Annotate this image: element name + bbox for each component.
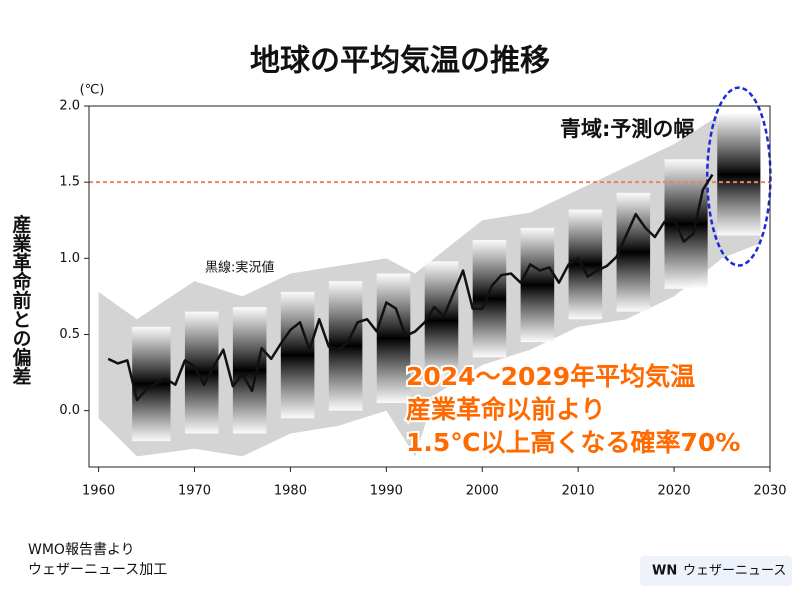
x-tick-label: 1980: [274, 484, 307, 499]
hindcast-band: [568, 209, 603, 320]
x-tick-label: 1970: [178, 484, 211, 499]
hindcast-band: [280, 291, 315, 419]
x-tick-label: 2000: [466, 484, 499, 499]
x-tick-label: 2020: [658, 484, 691, 499]
chart-title: 地球の平均気温の推移: [250, 44, 550, 79]
highlight-text: 1.5℃以上高くなる確率70%: [406, 428, 740, 457]
highlight-text: 2024〜2029年平均気温: [406, 362, 695, 391]
y-tick-label: 0.0: [59, 403, 80, 418]
plot-frame: [88, 105, 771, 468]
y-tick-label: 2.0: [59, 99, 80, 114]
hindcast-band: [472, 240, 507, 358]
hindcast-band: [132, 326, 171, 442]
source: WMO報告書より: [28, 542, 135, 558]
observed-label: 黒線:実況値: [205, 260, 274, 276]
x-tick-label: 1990: [370, 484, 403, 499]
observed-line: [107, 173, 714, 402]
logo-box: [640, 556, 792, 586]
y-tick-label: 1.0: [59, 251, 80, 266]
hindcast-band: [376, 273, 411, 404]
hindcast-band: [184, 311, 219, 434]
hindcast-band: [520, 227, 555, 343]
hindcast-band: [328, 281, 363, 411]
unit-label: (℃): [80, 83, 105, 98]
logo-mark: WN: [652, 564, 677, 579]
hindcast-band: [616, 192, 651, 312]
source: ウェザーニュース加工: [28, 562, 167, 578]
y-axis-label: 産業革命前との偏差: [10, 213, 33, 385]
forecast-label: 青域:予測の幅: [560, 117, 694, 141]
x-tick-label: 2030: [753, 484, 786, 499]
logo: ウェザーニュース: [683, 564, 786, 579]
x-tick-label: 1960: [82, 484, 115, 499]
hindcast-band: [664, 159, 708, 289]
highlight-text: 産業革命以前より: [406, 395, 606, 424]
hindcast-band: [232, 307, 267, 434]
y-tick-label: 0.5: [59, 327, 80, 342]
y-tick-label: 1.5: [59, 175, 80, 190]
x-tick-label: 2010: [562, 484, 595, 499]
hindcast-band: [424, 261, 459, 381]
forecast-band: [717, 113, 761, 236]
